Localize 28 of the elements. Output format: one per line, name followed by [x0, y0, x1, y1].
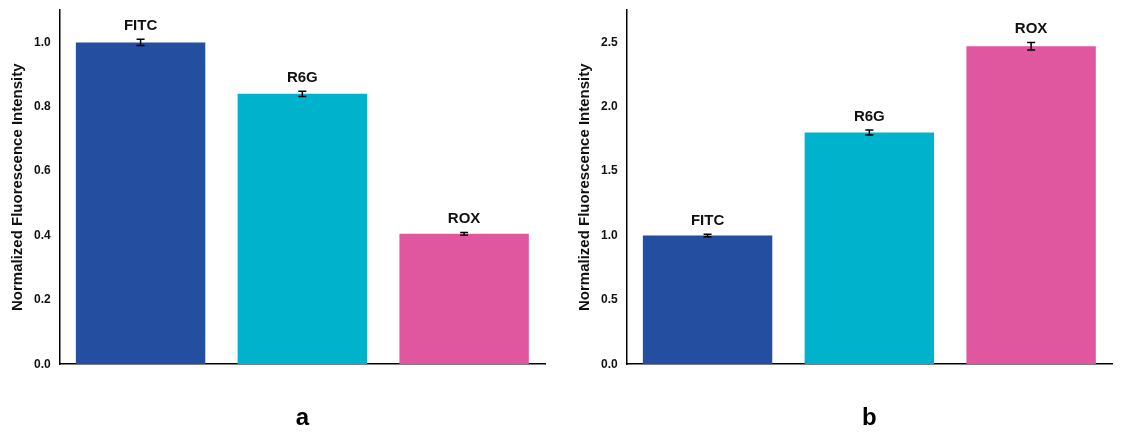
- bar: [804, 132, 935, 365]
- y-tick-label: 1.0: [33, 34, 51, 49]
- y-tick-label: 0.5: [600, 292, 618, 307]
- y-axis-title: Normalized Fluorescence Intensity: [575, 62, 593, 311]
- bar: [399, 233, 529, 365]
- y-tick-label: 0.4: [33, 227, 51, 242]
- x-tick-label: FITC: [690, 210, 725, 228]
- x-tick-label: R6G: [853, 106, 885, 124]
- y-tick-label: 0.2: [33, 292, 51, 307]
- bar: [75, 42, 206, 365]
- x-axis-title: b: [862, 403, 877, 431]
- y-tick-label: 0.8: [33, 99, 51, 114]
- y-tick-label: 0.0: [33, 356, 51, 371]
- y-tick-label: 1.5: [600, 163, 618, 178]
- x-tick-label: ROX: [1014, 19, 1048, 37]
- x-tick-label: R6G: [286, 67, 318, 85]
- x-tick-label: FITC: [123, 15, 158, 33]
- bar: [966, 46, 1096, 365]
- y-axis-title: Normalized Fluorescence Intensity: [8, 62, 26, 311]
- bar: [642, 235, 773, 365]
- y-tick-label: 0.6: [33, 163, 51, 178]
- y-tick-label: 1.0: [600, 227, 618, 242]
- x-tick-label: ROX: [447, 209, 481, 227]
- y-tick-label: 2.0: [600, 99, 618, 114]
- x-axis-title: a: [295, 403, 310, 431]
- y-tick-label: 0.0: [600, 356, 618, 371]
- bar: [237, 93, 368, 365]
- y-tick-label: 2.5: [600, 34, 618, 49]
